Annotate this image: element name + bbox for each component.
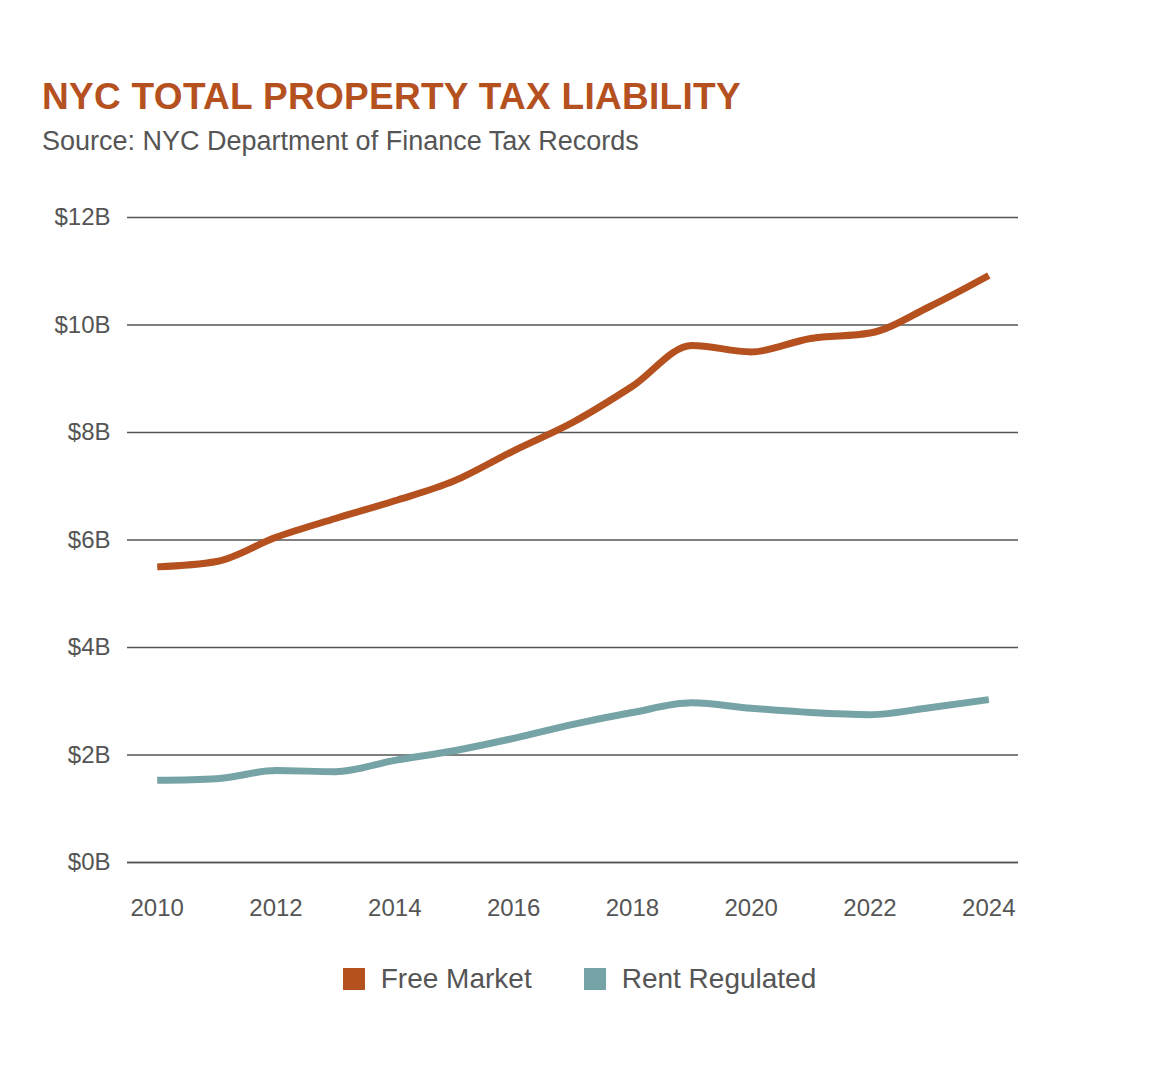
- svg-text:2020: 2020: [725, 894, 778, 921]
- svg-text:$6B: $6B: [68, 526, 111, 553]
- svg-text:$8B: $8B: [68, 418, 111, 445]
- svg-text:$10B: $10B: [54, 311, 110, 338]
- svg-text:$4B: $4B: [68, 633, 111, 660]
- svg-text:2010: 2010: [131, 894, 184, 921]
- svg-text:2018: 2018: [606, 894, 659, 921]
- svg-text:$0B: $0B: [68, 848, 111, 875]
- svg-text:2016: 2016: [487, 894, 540, 921]
- svg-text:$12B: $12B: [54, 203, 110, 230]
- html-text:NYC TOTAL PROPERTY TAX LIABILI: NYC TOTAL PROPERTY TAX LIABILITY: [42, 76, 741, 117]
- svg-text:2024: 2024: [962, 894, 1015, 921]
- html-text:Free Market: Free Market: [380, 963, 532, 994]
- html-text:Source: NYC Department of Fina: Source: NYC Department of Finance Tax Re…: [42, 126, 639, 156]
- html-text:Rent Regulated: Rent Regulated: [621, 963, 817, 994]
- svg-text:$2B: $2B: [68, 741, 111, 768]
- svg-text:2022: 2022: [843, 894, 896, 921]
- svg-text:2012: 2012: [249, 894, 302, 921]
- svg-text:2014: 2014: [368, 894, 421, 921]
